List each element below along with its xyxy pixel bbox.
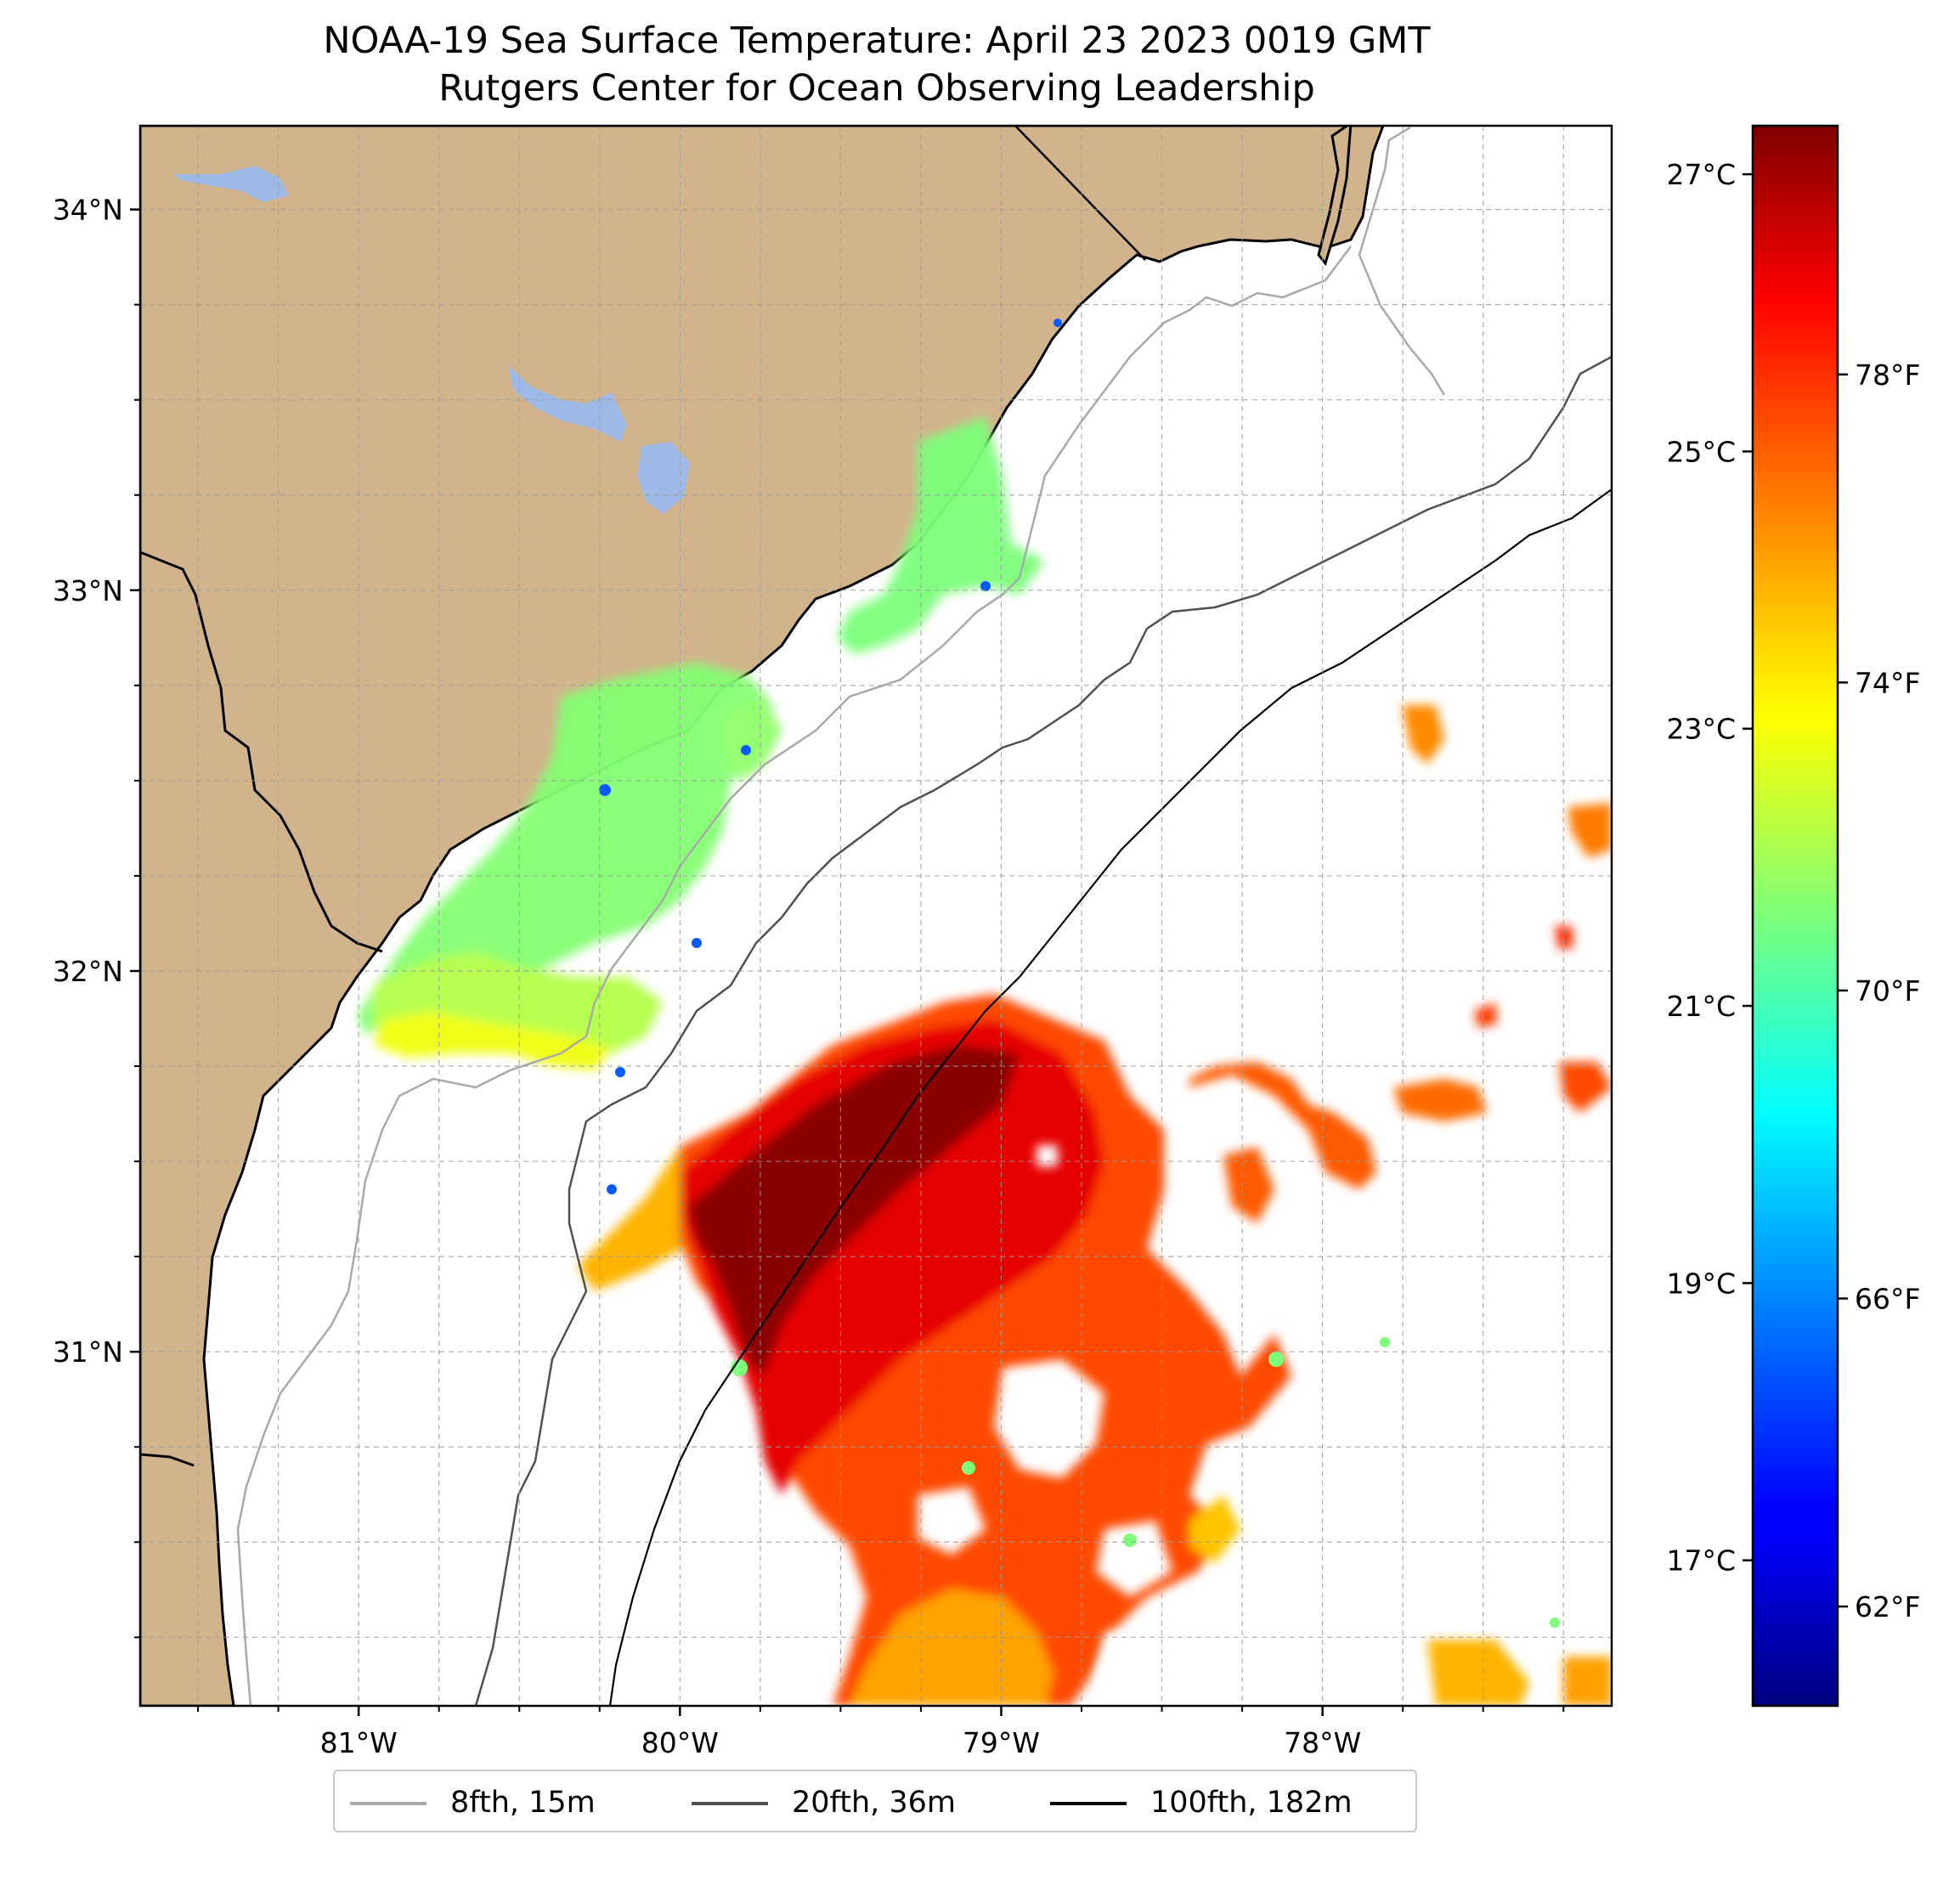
legend-label: 8fth, 15m (450, 1786, 596, 1820)
lat-tick-label: 32°N (53, 955, 123, 988)
celsius-tick-label: 17°C (1666, 1544, 1736, 1578)
isobath-legend: 8fth, 15m 20fth, 36m 100fth, 182m (333, 1770, 1417, 1832)
fahrenheit-tick-label: 74°F (1855, 666, 1920, 699)
lon-tick-label: 78°W (1284, 1726, 1361, 1759)
map-axis-ticks: 81°W 80°W 79°W 78°W 34°N 33°N 32°N 31°N (53, 194, 1565, 1759)
map-frame (138, 124, 1613, 1708)
legend-swatch (692, 1802, 768, 1805)
fahrenheit-tick-label: 66°F (1855, 1282, 1920, 1315)
legend-swatch (350, 1802, 426, 1805)
lat-tick-label: 31°N (53, 1335, 123, 1369)
lon-tick-label: 81°W (320, 1726, 398, 1759)
colorbar (1751, 124, 1839, 1708)
lake-marion (508, 365, 627, 442)
graticule (140, 126, 1612, 1706)
lat-tick-label: 33°N (53, 574, 123, 607)
lake-moultrie (637, 442, 690, 514)
fahrenheit-tick-label: 62°F (1855, 1590, 1920, 1623)
colorbar-ticks: 17°C 19°C 21°C 23°C 25°C 27°C 62°F 66°F 70°F 74°F… (1666, 158, 1920, 1623)
lake-north (174, 166, 289, 202)
celsius-tick-label: 19°C (1666, 1267, 1736, 1300)
outer-banks (1317, 126, 1353, 267)
celsius-tick-label: 23°C (1666, 713, 1736, 746)
map-title: NOAA-19 Sea Surface Temperature: April 2… (323, 20, 1431, 62)
isobath-20fth (474, 355, 1612, 1706)
lon-tick-label: 79°W (963, 1726, 1040, 1759)
legend-label: 20fth, 36m (792, 1786, 957, 1820)
isobath-100fth (608, 488, 1612, 1706)
fahrenheit-tick-label: 78°F (1855, 358, 1920, 392)
celsius-tick-label: 25°C (1666, 435, 1736, 468)
lon-tick-label: 80°W (641, 1726, 719, 1759)
legend-swatch (1050, 1802, 1127, 1805)
sst-coastal-cool (357, 416, 1045, 1070)
legend-label: 100fth, 182m (1150, 1786, 1353, 1820)
cloud-gaps (918, 1145, 1172, 1691)
sst-cool-specks (599, 319, 1062, 1194)
map-plot-area (140, 126, 1612, 1706)
sst-green-specks (731, 1337, 1560, 1628)
celsius-tick-label: 27°C (1666, 158, 1736, 191)
celsius-tick-label: 21°C (1666, 990, 1736, 1023)
fahrenheit-tick-label: 70°F (1855, 974, 1920, 1008)
st-marys-river (140, 1453, 195, 1467)
map-subtitle: Rutgers Center for Ocean Observing Leade… (438, 67, 1315, 110)
state-border-nc-sc (1014, 126, 1146, 261)
lat-tick-label: 34°N (53, 194, 123, 227)
